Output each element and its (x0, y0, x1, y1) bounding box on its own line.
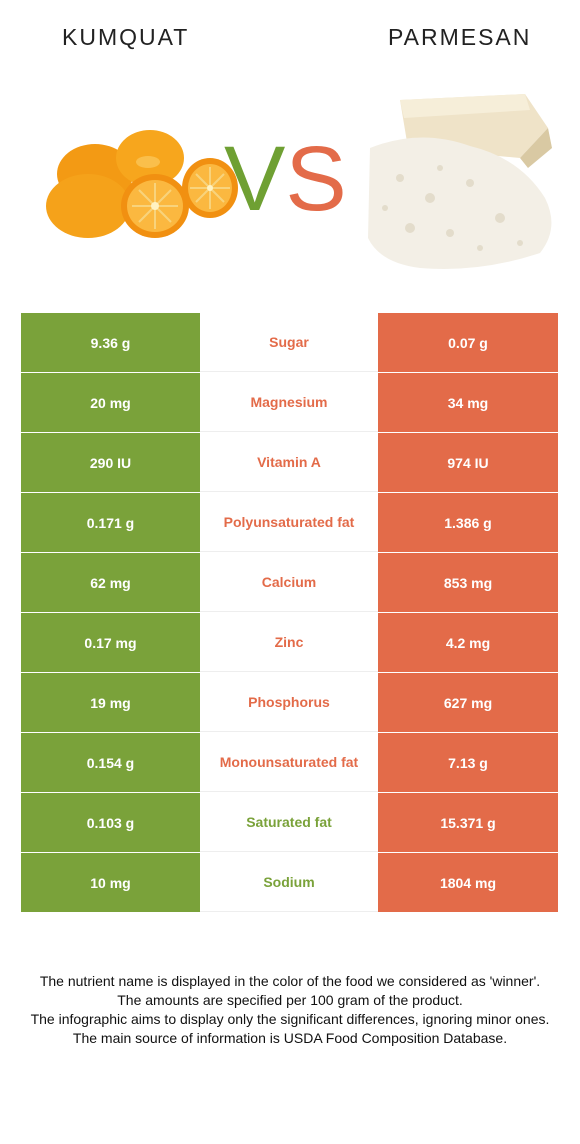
right-value: 0.07 g (378, 313, 558, 372)
footnote-significance: The infographic aims to display only the… (30, 1011, 550, 1027)
table-row: 62 mg Calcium 853 mg (21, 553, 558, 613)
right-value: 853 mg (378, 553, 558, 612)
right-value: 34 mg (378, 373, 558, 432)
table-row: 19 mg Phosphorus 627 mg (21, 673, 558, 733)
table-row: 290 IU Vitamin A 974 IU (21, 433, 558, 493)
left-value: 20 mg (21, 373, 200, 432)
vs-v-letter: V (224, 128, 286, 230)
parmesan-image (368, 94, 552, 269)
right-value: 1804 mg (378, 853, 558, 912)
table-row: 0.103 g Saturated fat 15.371 g (21, 793, 558, 853)
table-row: 20 mg Magnesium 34 mg (21, 373, 558, 433)
left-value: 62 mg (21, 553, 200, 612)
nutrient-name: Calcium (200, 553, 378, 612)
comparison-table: 9.36 g Sugar 0.07 g 20 mg Magnesium 34 m… (21, 313, 558, 913)
footnote-winner-color: The nutrient name is displayed in the co… (39, 973, 541, 989)
table-row: 10 mg Sodium 1804 mg (21, 853, 558, 913)
vs-label: VS (224, 133, 347, 225)
vs-s-letter: S (285, 128, 347, 230)
nutrient-name: Monounsaturated fat (200, 733, 378, 792)
table-row: 0.17 mg Zinc 4.2 mg (21, 613, 558, 673)
right-value: 974 IU (378, 433, 558, 492)
nutrient-name: Sugar (200, 313, 378, 372)
nutrient-name: Phosphorus (200, 673, 378, 732)
right-value: 15.371 g (378, 793, 558, 852)
nutrient-name: Vitamin A (200, 433, 378, 492)
right-value: 627 mg (378, 673, 558, 732)
footnote-source: The main source of information is USDA F… (72, 1030, 508, 1046)
left-value: 0.154 g (21, 733, 200, 792)
left-value: 0.103 g (21, 793, 200, 852)
kumquat-image (46, 130, 238, 238)
footnotes: The nutrient name is displayed in the co… (18, 972, 562, 1048)
hero-images (46, 94, 552, 269)
table-row: 0.171 g Polyunsaturated fat 1.386 g (21, 493, 558, 553)
left-value: 10 mg (21, 853, 200, 912)
footnote-amounts: The amounts are specified per 100 gram o… (117, 992, 463, 1008)
left-value: 19 mg (21, 673, 200, 732)
left-value: 0.171 g (21, 493, 200, 552)
right-food-title: PARMESAN (388, 24, 532, 50)
left-value: 0.17 mg (21, 613, 200, 672)
left-value: 290 IU (21, 433, 200, 492)
nutrient-name: Zinc (200, 613, 378, 672)
nutrient-name: Polyunsaturated fat (200, 493, 378, 552)
nutrient-name: Magnesium (200, 373, 378, 432)
table-row: 9.36 g Sugar 0.07 g (21, 313, 558, 373)
left-value: 9.36 g (21, 313, 200, 372)
nutrient-name: Sodium (200, 853, 378, 912)
right-value: 7.13 g (378, 733, 558, 792)
nutrient-name: Saturated fat (200, 793, 378, 852)
table-row: 0.154 g Monounsaturated fat 7.13 g (21, 733, 558, 793)
right-value: 4.2 mg (378, 613, 558, 672)
right-value: 1.386 g (378, 493, 558, 552)
left-food-title: KUMQUAT (62, 24, 190, 50)
